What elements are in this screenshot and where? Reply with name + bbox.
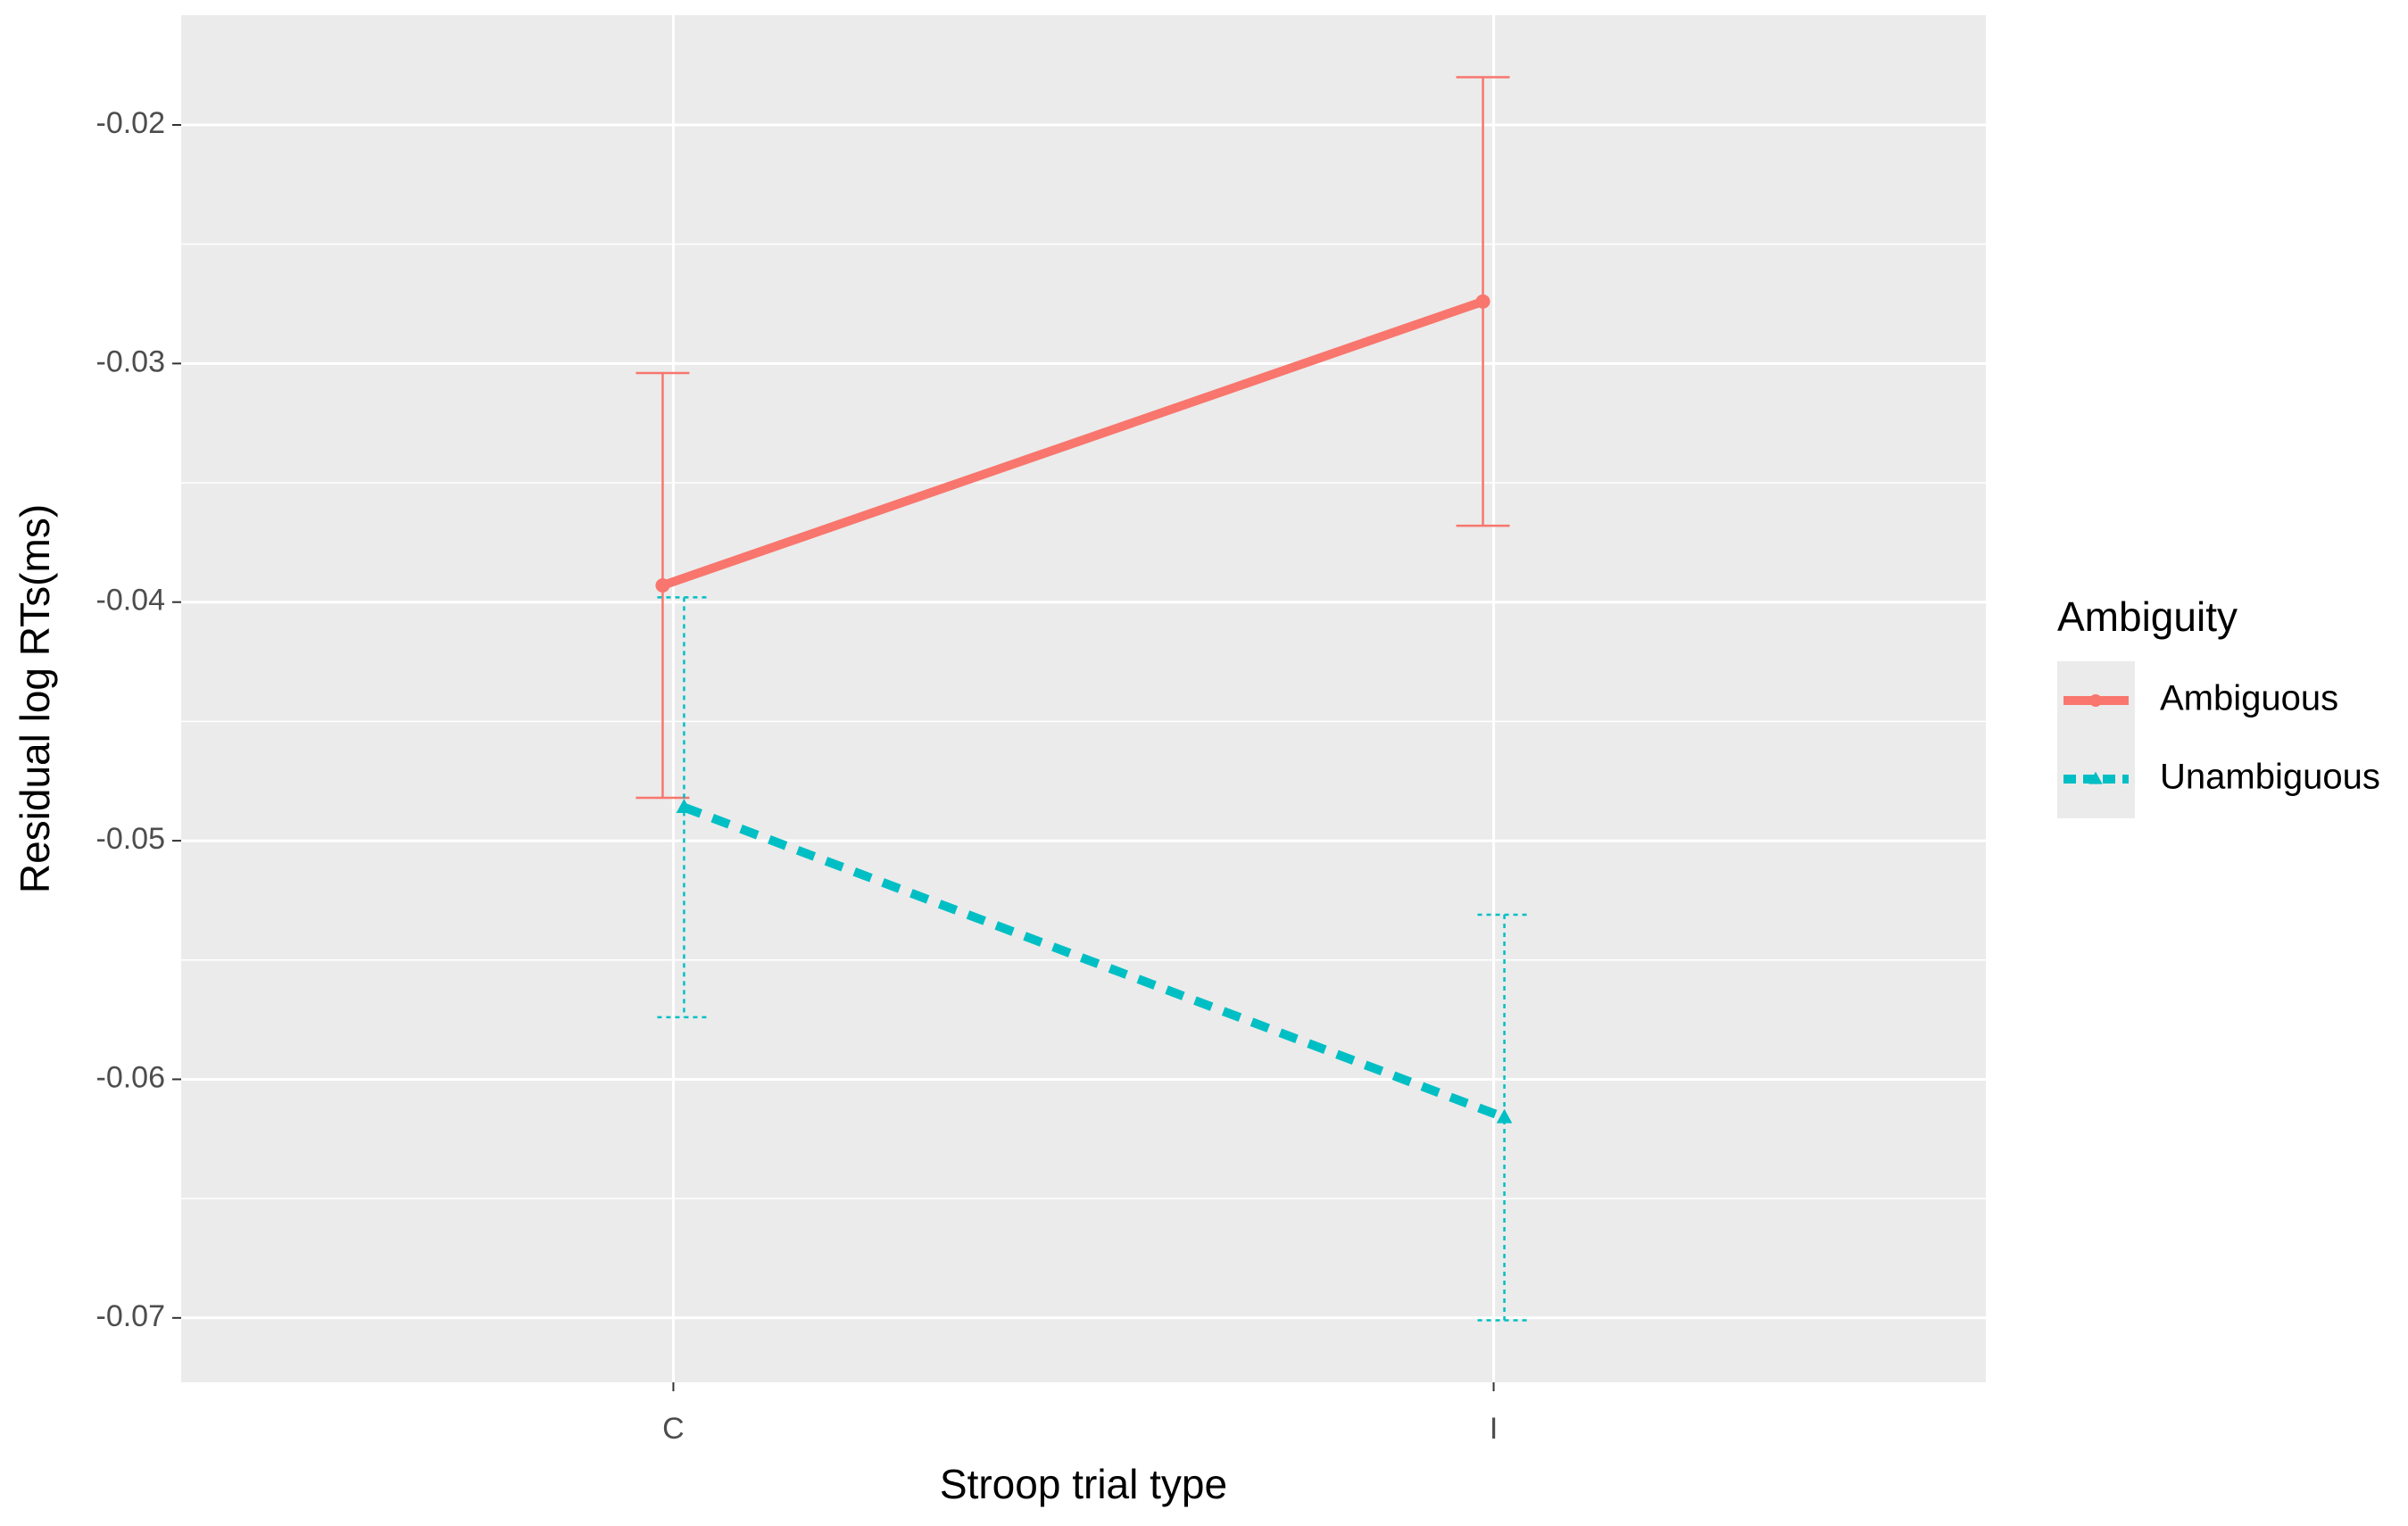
legend-label: Unambiguous: [2160, 758, 2380, 797]
y-tick-label: -0.03: [96, 344, 166, 378]
y-tick-label: -0.07: [96, 1299, 166, 1333]
y-tick-label: -0.02: [96, 106, 166, 140]
legend-title: Ambiguity: [2057, 593, 2238, 640]
y-axis-title: Residual log RTs(ms): [12, 504, 58, 893]
y-tick-label: -0.05: [96, 822, 166, 856]
plot-panel: [181, 15, 1986, 1382]
series-line: [660, 297, 1485, 590]
series-line: [682, 802, 1507, 1122]
x-axis-title: Stroop trial type: [940, 1461, 1227, 1507]
y-tick-label: -0.04: [96, 584, 166, 618]
x-tick-label: I: [1490, 1412, 1498, 1446]
legend-label: Ambiguous: [2160, 679, 2338, 718]
x-tick-label: C: [662, 1412, 685, 1446]
point: [1475, 294, 1490, 309]
legend-marker: [2089, 694, 2102, 707]
point: [1496, 1108, 1513, 1124]
point: [655, 578, 670, 593]
y-tick-label: -0.06: [96, 1060, 166, 1094]
point: [676, 799, 693, 814]
legend-marker: [2088, 771, 2103, 784]
